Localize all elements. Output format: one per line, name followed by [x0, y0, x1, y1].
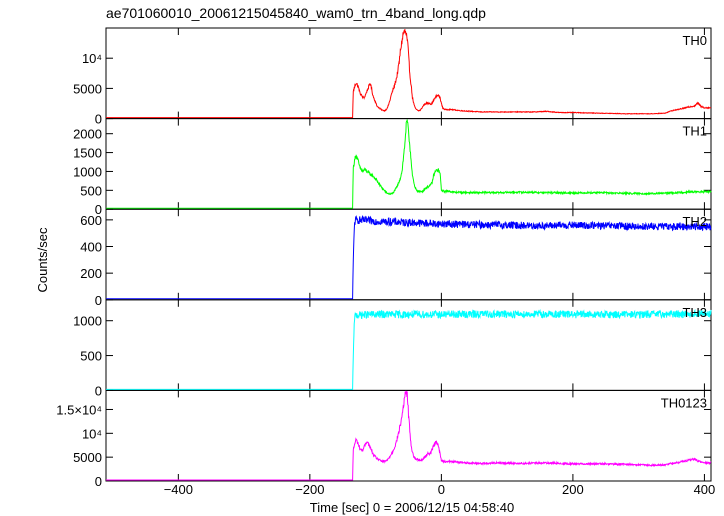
panel-th0: 0 5000 10⁴ TH0: [73, 27, 712, 127]
y-tick-label: 500: [80, 183, 102, 198]
panel-label: TH1: [682, 124, 707, 139]
y-tick-label: 400: [80, 240, 102, 255]
series-line-th3: [106, 308, 712, 390]
y-tick-label: 0: [95, 383, 102, 398]
series-line-th2: [106, 215, 712, 300]
panel-frame: [105, 27, 712, 120]
y-axis-label: Counts/sec: [35, 227, 50, 293]
series-line-th0: [106, 28, 712, 119]
x-tick-label: 400: [694, 482, 716, 497]
y-tick-label: 10⁴: [82, 51, 102, 66]
panel-th2: 0 200 400 600 TH2: [80, 208, 712, 308]
y-tick-label: 0: [95, 293, 102, 308]
y-tick-label: 0: [95, 202, 102, 217]
x-axis-label: Time [sec] 0 = 2006/12/15 04:58:40: [310, 500, 514, 515]
x-axis: −400 −200 0 200 400: [164, 482, 716, 497]
y-tick-label: 1.5×10⁴: [56, 402, 102, 417]
y-tick-label: 0: [95, 112, 102, 127]
panel-th1: 0 500 1000 1500 2000 TH1: [73, 118, 712, 217]
panel-frame: [105, 389, 712, 482]
y-tick-label: 2000: [73, 127, 102, 142]
y-tick-label: 5000: [73, 450, 102, 465]
x-tick-label: 0: [438, 482, 445, 497]
y-tick-label: 500: [80, 349, 102, 364]
x-tick-label: −200: [295, 482, 324, 497]
series-line-th1: [106, 119, 712, 209]
y-tick-label: 10⁴: [82, 426, 102, 441]
panel-th3: 0 500 1000 TH3: [73, 299, 712, 398]
chart-title: ae701060010_20061215045840_wam0_trn_4ban…: [106, 5, 486, 21]
panel-th0123: 0 5000 10⁴ 1.5×10⁴ TH0123: [56, 389, 712, 489]
panel-label: TH2: [682, 214, 707, 229]
x-tick-label: −400: [164, 482, 193, 497]
y-tick-label: 1000: [73, 314, 102, 329]
y-tick-label: 5000: [73, 81, 102, 96]
panel-label: TH3: [682, 305, 707, 320]
panel-label: TH0123: [661, 395, 707, 410]
y-tick-label: 0: [95, 474, 102, 489]
y-tick-label: 1000: [73, 164, 102, 179]
series-line-th0123: [106, 390, 712, 481]
panel-label: TH0: [682, 33, 707, 48]
y-tick-label: 1500: [73, 146, 102, 161]
y-tick-label: 200: [80, 266, 102, 281]
x-tick-label: 200: [562, 482, 584, 497]
y-tick-label: 600: [80, 213, 102, 228]
